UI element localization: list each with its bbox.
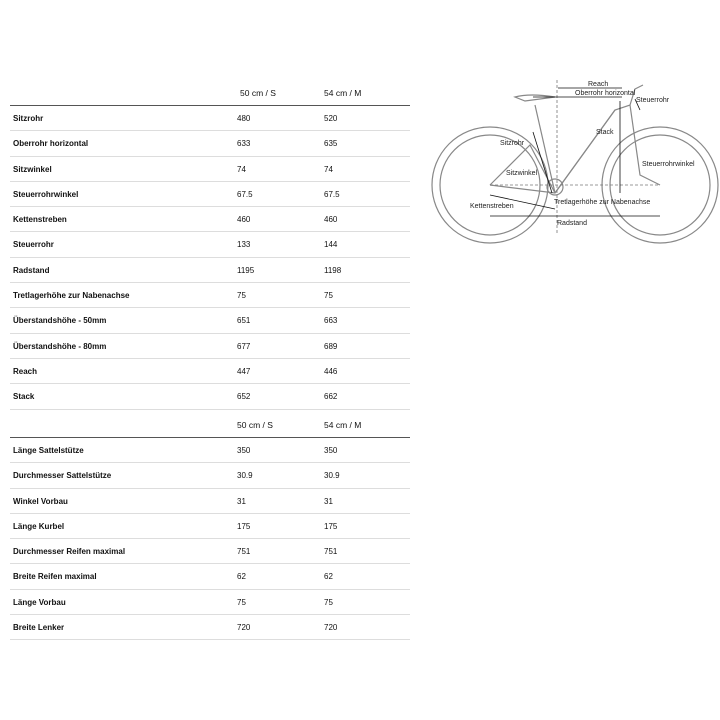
row-label: Tretlagerhöhe zur Nabenachse	[13, 291, 130, 301]
row-label: Stack	[13, 392, 35, 402]
value-s: 633	[237, 139, 251, 149]
value-m: 144	[324, 240, 338, 250]
value-m: 635	[324, 139, 338, 149]
geometry-table: 50 cm / S 54 cm / M Sitzrohr 480 520 Oberro…	[10, 80, 410, 410]
column-header: 50 cm / S	[240, 88, 276, 98]
label-stack: Stack	[596, 129, 614, 136]
label-kettenstreben: Kettenstreben	[470, 203, 514, 210]
table-row: Reach 447 446	[10, 359, 410, 385]
table-row: Breite Lenker 720 720	[10, 615, 410, 641]
row-label: Steuerrohr	[13, 240, 54, 250]
table-row: Stack 652 662	[10, 384, 410, 410]
value-m: 446	[324, 366, 338, 376]
label-tretlager: Tretlagerhöhe zur Nabenachse	[554, 199, 650, 206]
table-row: Kettenstreben 460 460	[10, 207, 410, 233]
value-s: 30.9	[237, 471, 253, 481]
table-row: Länge Vorbau 75 75	[10, 590, 410, 616]
value-s: 67.5	[237, 189, 253, 199]
table-header: 50 cm / S 54 cm / M	[10, 412, 410, 438]
table-row: Durchmesser Reifen maximal 751 751	[10, 539, 410, 565]
table-row: Radstand 1195 1198	[10, 258, 410, 284]
row-label: Breite Lenker	[13, 623, 65, 633]
value-s: 133	[237, 240, 251, 250]
value-s: 447	[237, 366, 251, 376]
value-s: 460	[237, 215, 251, 225]
value-m: 689	[324, 341, 338, 351]
value-s: 651	[237, 316, 251, 326]
row-label: Winkel Vorbau	[13, 496, 68, 506]
value-s: 175	[237, 521, 251, 531]
label-steuerrohrwinkel: Steuerrohrwinkel	[642, 161, 695, 168]
value-m: 31	[324, 496, 333, 506]
row-label: Länge Vorbau	[13, 597, 66, 607]
value-m: 520	[324, 114, 338, 123]
label-oberrohr: Oberrohr horizontal	[575, 90, 636, 97]
value-s: 480	[237, 114, 251, 123]
column-header: 54 cm / M	[324, 88, 362, 98]
value-m: 75	[324, 291, 333, 301]
bike-geometry-diagram: Reach Oberrohr horizontal Steuerrohr Sta…	[431, 80, 719, 244]
row-label: Sitzwinkel	[13, 164, 52, 174]
row-label: Überstandshöhe - 80mm	[13, 341, 107, 351]
label-sitzrohr: Sitzrohr	[500, 140, 525, 147]
value-s: 677	[237, 341, 251, 351]
value-s: 75	[237, 597, 246, 607]
value-s: 62	[237, 572, 246, 582]
table-row: Sitzwinkel 74 74	[10, 157, 410, 182]
value-m: 720	[324, 623, 338, 633]
table-row: Überstandshöhe - 50mm 651 663	[10, 308, 410, 334]
row-label: Radstand	[13, 265, 50, 275]
row-label: Oberrohr horizontal	[13, 139, 89, 149]
value-s: 350	[237, 446, 251, 455]
value-m: 175	[324, 521, 338, 531]
value-s: 75	[237, 291, 246, 301]
value-m: 350	[324, 446, 338, 455]
row-label: Steuerrohrwinkel	[13, 189, 79, 199]
label-radstand: Radstand	[557, 220, 587, 227]
label-steuerrohr: Steuerrohr	[636, 97, 670, 104]
value-m: 62	[324, 572, 333, 582]
value-s: 720	[237, 623, 251, 633]
value-m: 75	[324, 597, 333, 607]
row-label: Durchmesser Sattelstütze	[13, 471, 112, 481]
table-row: Länge Kurbel 175 175	[10, 514, 410, 540]
value-m: 1198	[324, 265, 342, 275]
table-row: Winkel Vorbau 31 31	[10, 489, 410, 514]
label-reach: Reach	[588, 81, 608, 88]
table-row: Oberrohr horizontal 633 635	[10, 131, 410, 157]
row-label: Reach	[13, 366, 38, 376]
value-m: 751	[324, 547, 338, 557]
table-row: Sitzrohr 480 520	[10, 106, 410, 132]
table-row: Länge Sattelstütze 350 350	[10, 438, 410, 464]
value-m: 74	[324, 164, 333, 174]
row-label: Kettenstreben	[13, 215, 67, 225]
value-s: 31	[237, 496, 246, 506]
value-m: 662	[324, 392, 338, 402]
column-header: 54 cm / M	[324, 420, 362, 430]
table-row: Durchmesser Sattelstütze 30.9 30.9	[10, 463, 410, 489]
table-row: Steuerrohr 133 144	[10, 232, 410, 258]
table-row: Steuerrohrwinkel 67.5 67.5	[10, 182, 410, 208]
value-m: 460	[324, 215, 338, 225]
column-header: 50 cm / S	[237, 420, 273, 430]
value-s: 652	[237, 392, 251, 402]
table-row: Breite Reifen maximal 62 62	[10, 564, 410, 590]
row-label: Länge Sattelstütze	[13, 446, 84, 455]
value-s: 1195	[237, 265, 255, 275]
components-table: 50 cm / S 54 cm / M Länge Sattelstütze 35…	[10, 412, 410, 641]
row-label: Überstandshöhe - 50mm	[13, 316, 107, 326]
value-s: 74	[237, 164, 246, 174]
value-m: 30.9	[324, 471, 340, 481]
table-row: Überstandshöhe - 80mm 677 689	[10, 334, 410, 359]
row-label: Sitzrohr	[13, 114, 44, 123]
table-row: Tretlagerhöhe zur Nabenachse 75 75	[10, 283, 410, 309]
row-label: Breite Reifen maximal	[13, 572, 97, 582]
value-s: 751	[237, 547, 251, 557]
value-m: 67.5	[324, 189, 340, 199]
value-m: 663	[324, 316, 338, 326]
row-label: Länge Kurbel	[13, 521, 65, 531]
label-sitzwinkel: Sitzwinkel	[506, 170, 538, 177]
row-label: Durchmesser Reifen maximal	[13, 547, 126, 557]
table-header: 50 cm / S 54 cm / M	[10, 80, 410, 106]
